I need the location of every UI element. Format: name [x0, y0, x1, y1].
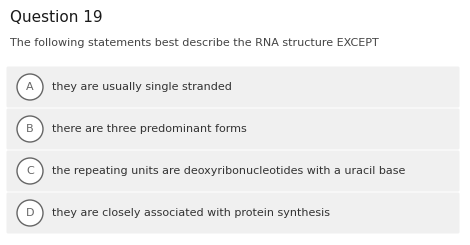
Text: there are three predominant forms: there are three predominant forms — [52, 124, 247, 134]
Text: they are usually single stranded: they are usually single stranded — [52, 82, 232, 92]
Text: A: A — [26, 82, 34, 92]
Ellipse shape — [17, 74, 43, 100]
Ellipse shape — [17, 116, 43, 142]
FancyBboxPatch shape — [7, 109, 460, 149]
Ellipse shape — [17, 200, 43, 226]
Text: B: B — [26, 124, 34, 134]
FancyBboxPatch shape — [7, 193, 460, 233]
Text: D: D — [26, 208, 34, 218]
FancyBboxPatch shape — [7, 66, 460, 108]
Ellipse shape — [17, 158, 43, 184]
FancyBboxPatch shape — [7, 150, 460, 192]
Text: they are closely associated with protein synthesis: they are closely associated with protein… — [52, 208, 330, 218]
Text: The following statements best describe the RNA structure EXCEPT: The following statements best describe t… — [10, 38, 379, 48]
Text: the repeating units are deoxyribonucleotides with a uracil base: the repeating units are deoxyribonucleot… — [52, 166, 405, 176]
Text: C: C — [26, 166, 34, 176]
Text: Question 19: Question 19 — [10, 10, 102, 25]
